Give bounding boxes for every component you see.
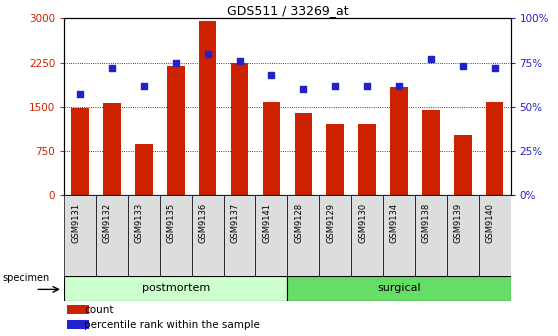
Point [76,92,85,97]
Text: count: count [84,305,114,314]
Point [108,65,117,71]
Point [203,51,212,56]
Bar [383,195,415,276]
Point [299,86,308,92]
Bar [103,102,121,195]
Bar [390,87,408,195]
Bar [192,195,224,276]
Bar [64,276,287,301]
Bar [231,62,248,195]
Bar [128,195,160,276]
Bar [479,195,511,276]
Bar [415,195,447,276]
Text: specimen: specimen [3,272,50,283]
Point [140,83,148,88]
Text: GSM9141: GSM9141 [262,203,271,243]
Bar [326,124,344,195]
Bar [447,195,479,276]
Text: postmortem: postmortem [142,283,210,293]
Text: GSM9132: GSM9132 [103,203,112,243]
Text: GSM9134: GSM9134 [390,203,399,243]
Text: GSM9129: GSM9129 [326,203,335,243]
Text: GSM9138: GSM9138 [422,203,431,243]
Bar [358,124,376,195]
Text: GSM9135: GSM9135 [167,203,176,243]
Point [235,58,244,64]
Text: GSM9133: GSM9133 [135,203,144,243]
Bar [454,135,472,195]
Bar [287,276,511,301]
Point [458,64,467,69]
Point [490,65,499,71]
Bar [486,102,503,195]
Point [395,83,403,88]
Bar [319,195,351,276]
Point [171,60,180,65]
Bar [71,109,89,195]
Bar [351,195,383,276]
Text: percentile rank within the sample: percentile rank within the sample [84,320,261,330]
Bar [256,195,287,276]
Text: GSM9140: GSM9140 [485,203,494,243]
Title: GDS511 / 33269_at: GDS511 / 33269_at [227,4,348,17]
Bar [64,195,96,276]
Text: GSM9131: GSM9131 [71,203,80,243]
Text: GSM9128: GSM9128 [294,203,304,243]
Text: GSM9137: GSM9137 [230,203,239,243]
Bar [422,110,440,195]
Point [331,83,340,88]
Bar [135,144,153,195]
Bar [287,195,319,276]
Text: surgical: surgical [377,283,421,293]
Bar [160,195,192,276]
Point [267,72,276,78]
Bar [199,21,217,195]
Bar [263,102,280,195]
Bar [224,195,256,276]
Bar [68,304,89,314]
Text: GSM9139: GSM9139 [454,203,463,243]
Text: GSM9136: GSM9136 [199,203,208,243]
Bar [167,66,185,195]
Bar [68,320,89,329]
Point [363,83,372,88]
Bar [96,195,128,276]
Point [426,56,435,62]
Text: GSM9130: GSM9130 [358,203,367,243]
Bar [295,113,312,195]
